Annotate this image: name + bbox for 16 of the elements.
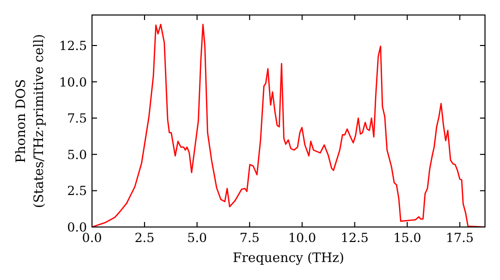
x-tick-label: 2.5 bbox=[134, 230, 154, 245]
x-axis-title: Frequency (THz) bbox=[232, 251, 344, 266]
x-tick-label: 15.0 bbox=[393, 230, 422, 245]
y-tick-label: 12.5 bbox=[59, 38, 87, 53]
x-tick-label: 5.0 bbox=[187, 230, 208, 245]
x-tick-label: 0.0 bbox=[82, 230, 102, 245]
y-tick-label: 10.0 bbox=[59, 74, 88, 90]
y-tick-label: 5.0 bbox=[67, 146, 88, 162]
line-series bbox=[92, 24, 485, 227]
y-tick-label: 2.5 bbox=[67, 183, 87, 198]
y-axis-title: Phonon DOS (States/THz·primitive cell) bbox=[14, 34, 47, 208]
y-tick-label: 7.5 bbox=[67, 110, 87, 126]
x-tick-label: 7.5 bbox=[240, 230, 260, 245]
x-tick-label: 17.5 bbox=[446, 230, 474, 245]
x-tick-label: 10.0 bbox=[288, 230, 316, 245]
x-tick-label: 12.5 bbox=[340, 230, 369, 245]
